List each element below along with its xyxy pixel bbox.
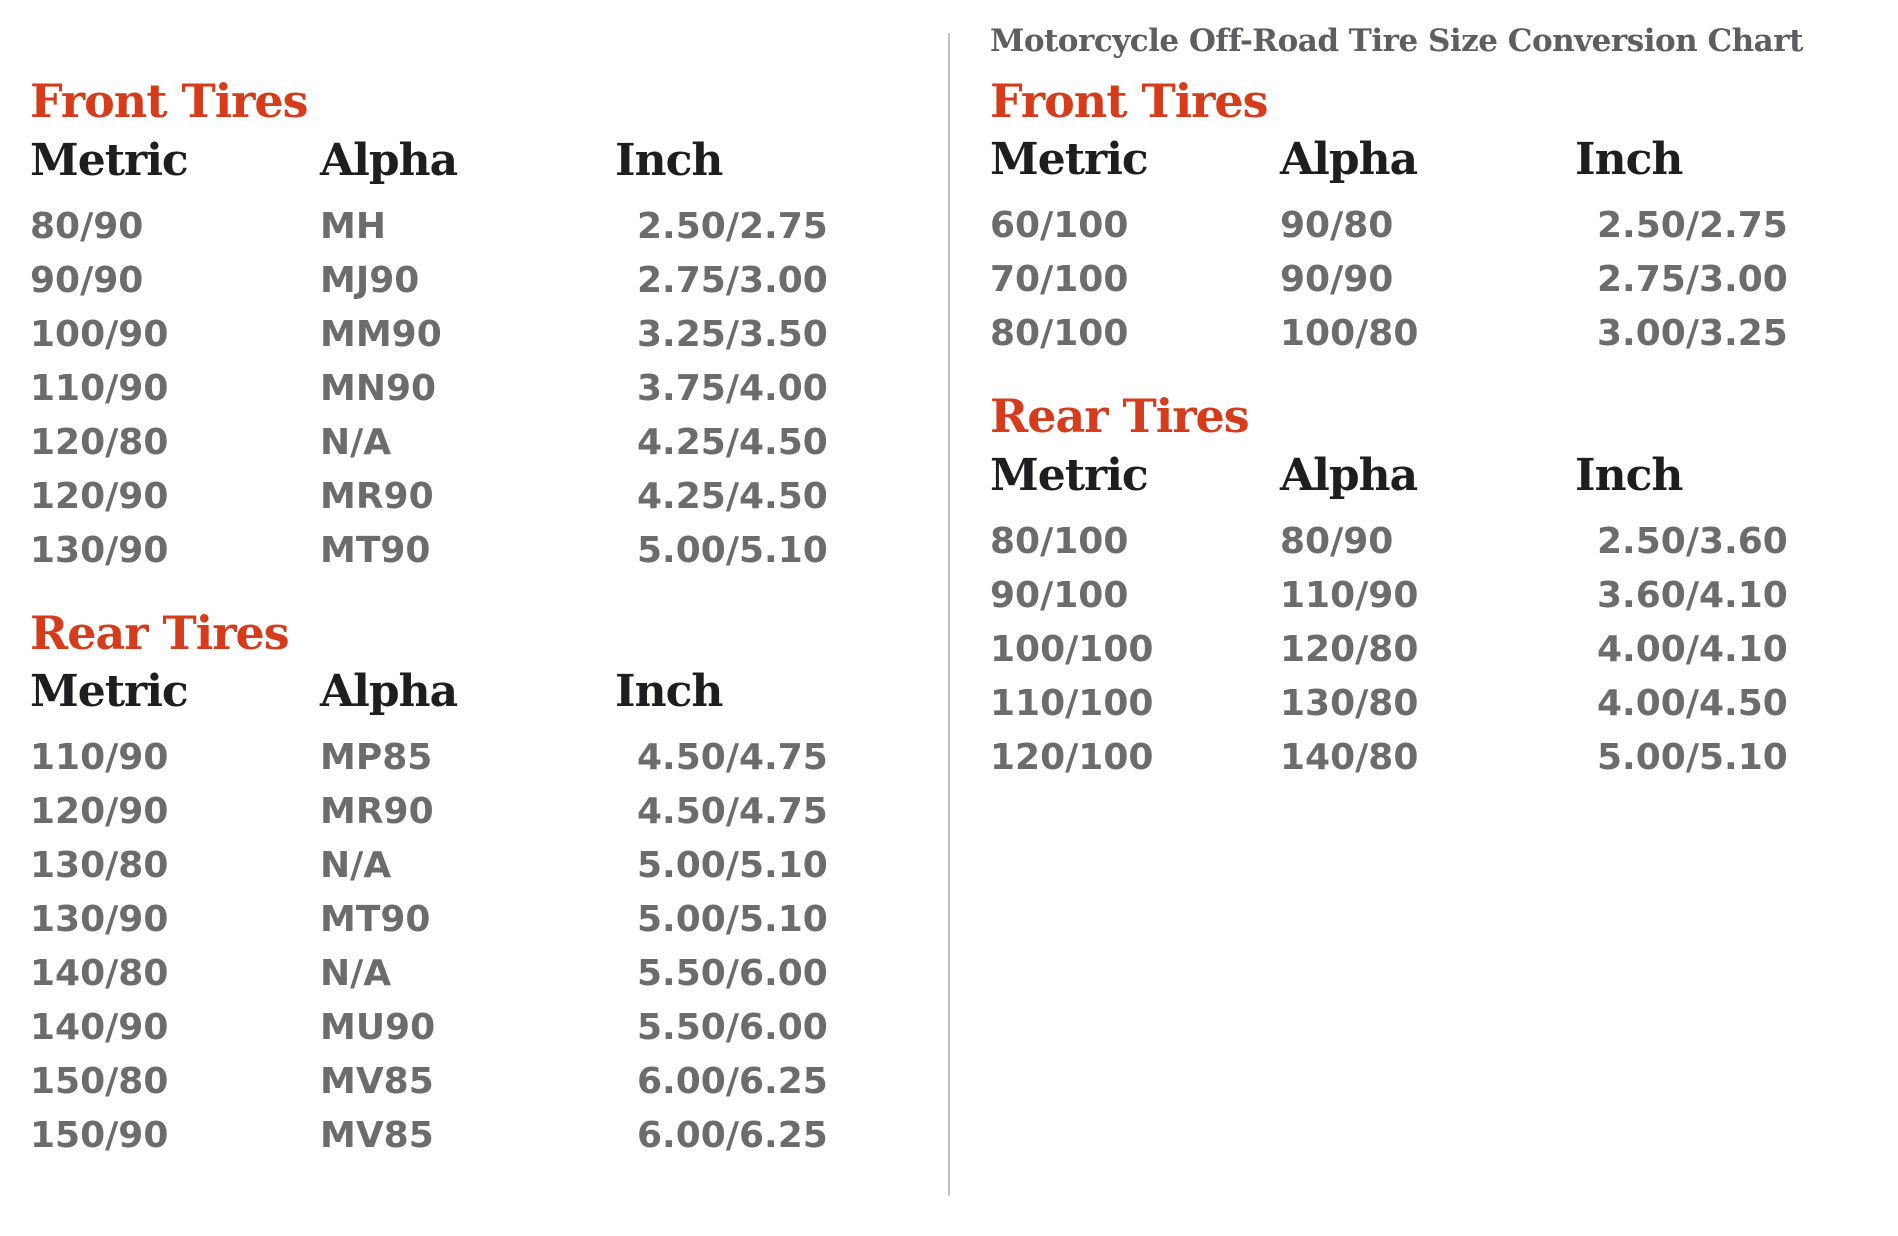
column-header-metric: Metric bbox=[990, 449, 1149, 501]
metric-cell: 90/90 bbox=[30, 259, 144, 301]
metric-cell: 80/100 bbox=[990, 313, 1129, 355]
inch-cell: 5.00/5.10 bbox=[637, 845, 828, 887]
alpha-cell: MH bbox=[320, 205, 386, 247]
metric-cell: 120/90 bbox=[30, 475, 169, 517]
metric-cell: 110/90 bbox=[30, 367, 169, 409]
tire-section-front-tires: Front Tires Metric Alpha Inch 60/100 90/80 2.5… bbox=[990, 73, 1898, 362]
alpha-cell: MV85 bbox=[320, 1115, 434, 1157]
column-header-metric: Metric bbox=[990, 134, 1149, 186]
metric-cell: 110/100 bbox=[990, 682, 1154, 724]
metric-cell: 80/90 bbox=[30, 205, 144, 247]
inch-cell: 6.00/6.25 bbox=[637, 1061, 828, 1103]
column-header-inch: Inch bbox=[1575, 134, 1683, 186]
alpha-cell: 90/90 bbox=[1280, 259, 1394, 301]
alpha-cell: 100/80 bbox=[1280, 313, 1419, 355]
metric-cell: 140/90 bbox=[30, 1007, 169, 1049]
column-header-inch: Inch bbox=[1575, 449, 1683, 501]
section-heading-front-tires: Front Tires bbox=[990, 73, 1269, 128]
tire-conversion-table-front-tires: Metric Alpha Inch 80/90 MH 2.50/2.75 90/90 MJ90… bbox=[30, 132, 948, 578]
inch-cell: 5.00/5.10 bbox=[637, 529, 828, 571]
metric-cell: 80/100 bbox=[990, 520, 1129, 562]
metric-cell: 120/80 bbox=[30, 421, 169, 463]
alpha-cell: MU90 bbox=[320, 1007, 436, 1049]
tire-section-rear-tires: Rear Tires Metric Alpha Inch 80/100 80/90 2.50… bbox=[990, 391, 1898, 785]
column-header-alpha: Alpha bbox=[320, 134, 458, 186]
alpha-cell: 90/80 bbox=[1280, 205, 1394, 247]
metric-cell: 100/90 bbox=[30, 313, 169, 355]
inch-cell: 4.25/4.50 bbox=[637, 421, 828, 463]
inch-cell: 2.75/3.00 bbox=[1597, 259, 1788, 301]
metric-cell: 110/90 bbox=[30, 737, 169, 779]
tire-section-front-tires: Front Tires Metric Alpha Inch 80/90 MH 2.50/2.… bbox=[30, 74, 948, 578]
street-tires-panel: Front Tires Metric Alpha Inch 80/90 MH 2.50/2.… bbox=[0, 0, 948, 1236]
inch-cell: 4.00/4.10 bbox=[1597, 628, 1788, 670]
inch-cell: 2.50/2.75 bbox=[1597, 205, 1788, 247]
alpha-cell: MM90 bbox=[320, 313, 442, 355]
metric-cell: 60/100 bbox=[990, 205, 1129, 247]
column-header-alpha: Alpha bbox=[320, 666, 458, 718]
column-header-alpha: Alpha bbox=[1280, 449, 1418, 501]
alpha-cell: MV85 bbox=[320, 1061, 434, 1103]
section-heading-front-tires: Front Tires bbox=[30, 74, 309, 128]
alpha-cell: MN90 bbox=[320, 367, 437, 409]
alpha-cell: 120/80 bbox=[1280, 628, 1419, 670]
metric-cell: 130/90 bbox=[30, 529, 169, 571]
tire-section-rear-tires: Rear Tires Metric Alpha Inch 110/90 MP85 4.50/… bbox=[30, 605, 948, 1164]
alpha-cell: MP85 bbox=[320, 737, 433, 779]
alpha-cell: MR90 bbox=[320, 791, 434, 833]
metric-cell: 120/100 bbox=[990, 736, 1154, 778]
inch-cell: 4.00/4.50 bbox=[1597, 682, 1788, 724]
inch-cell: 5.50/6.00 bbox=[637, 1007, 828, 1049]
tire-conversion-table-rear-tires: Metric Alpha Inch 80/100 80/90 2.50/3.60 90/10… bbox=[990, 447, 1898, 785]
alpha-cell: MJ90 bbox=[320, 259, 420, 301]
inch-cell: 4.50/4.75 bbox=[637, 737, 828, 779]
alpha-cell: MR90 bbox=[320, 475, 434, 517]
alpha-cell: MT90 bbox=[320, 899, 431, 941]
column-header-metric: Metric bbox=[30, 666, 189, 718]
metric-cell: 140/80 bbox=[30, 953, 169, 995]
metric-cell: 120/90 bbox=[30, 791, 169, 833]
alpha-cell: MT90 bbox=[320, 529, 431, 571]
metric-cell: 150/80 bbox=[30, 1061, 169, 1103]
inch-cell: 6.00/6.25 bbox=[637, 1115, 828, 1157]
vertical-divider bbox=[948, 33, 950, 1196]
section-heading-rear-tires: Rear Tires bbox=[990, 389, 1250, 444]
alpha-cell: 130/80 bbox=[1280, 682, 1419, 724]
inch-cell: 2.75/3.00 bbox=[637, 259, 828, 301]
column-header-inch: Inch bbox=[615, 666, 723, 718]
alpha-cell: 140/80 bbox=[1280, 736, 1419, 778]
inch-cell: 3.25/3.50 bbox=[637, 313, 828, 355]
metric-cell: 130/90 bbox=[30, 899, 169, 941]
inch-cell: 2.50/2.75 bbox=[637, 205, 828, 247]
inch-cell: 4.25/4.50 bbox=[637, 475, 828, 517]
metric-cell: 150/90 bbox=[30, 1115, 169, 1157]
inch-cell: 3.75/4.00 bbox=[637, 367, 828, 409]
column-header-metric: Metric bbox=[30, 134, 189, 186]
inch-cell: 5.50/6.00 bbox=[637, 953, 828, 995]
offroad-tires-panel: Motorcycle Off-Road Tire Size Conversion… bbox=[950, 0, 1898, 1236]
metric-cell: 100/100 bbox=[990, 628, 1154, 670]
inch-cell: 2.50/3.60 bbox=[1597, 520, 1788, 562]
alpha-cell: 80/90 bbox=[1280, 520, 1394, 562]
metric-cell: 90/100 bbox=[990, 574, 1129, 616]
inch-cell: 5.00/5.10 bbox=[637, 899, 828, 941]
inch-cell: 4.50/4.75 bbox=[637, 791, 828, 833]
column-header-inch: Inch bbox=[615, 134, 723, 186]
metric-cell: 70/100 bbox=[990, 259, 1129, 301]
tire-conversion-table-rear-tires: Metric Alpha Inch 110/90 MP85 4.50/4.75 120/90… bbox=[30, 663, 948, 1163]
alpha-cell: N/A bbox=[320, 845, 392, 887]
column-header-alpha: Alpha bbox=[1280, 134, 1418, 186]
page-title: Motorcycle Off-Road Tire Size Conversion… bbox=[990, 23, 1803, 59]
metric-cell: 130/80 bbox=[30, 845, 169, 887]
section-heading-rear-tires: Rear Tires bbox=[30, 605, 290, 660]
alpha-cell: N/A bbox=[320, 953, 392, 995]
tire-conversion-table-front-tires: Metric Alpha Inch 60/100 90/80 2.50/2.75 70/10… bbox=[990, 131, 1898, 361]
inch-cell: 3.60/4.10 bbox=[1597, 574, 1788, 616]
offroad-sections-container: Front Tires Metric Alpha Inch 60/100 90/80 2.5… bbox=[990, 73, 1898, 785]
inch-cell: 5.00/5.10 bbox=[1597, 736, 1788, 778]
inch-cell: 3.00/3.25 bbox=[1597, 313, 1788, 355]
alpha-cell: N/A bbox=[320, 421, 392, 463]
alpha-cell: 110/90 bbox=[1280, 574, 1419, 616]
